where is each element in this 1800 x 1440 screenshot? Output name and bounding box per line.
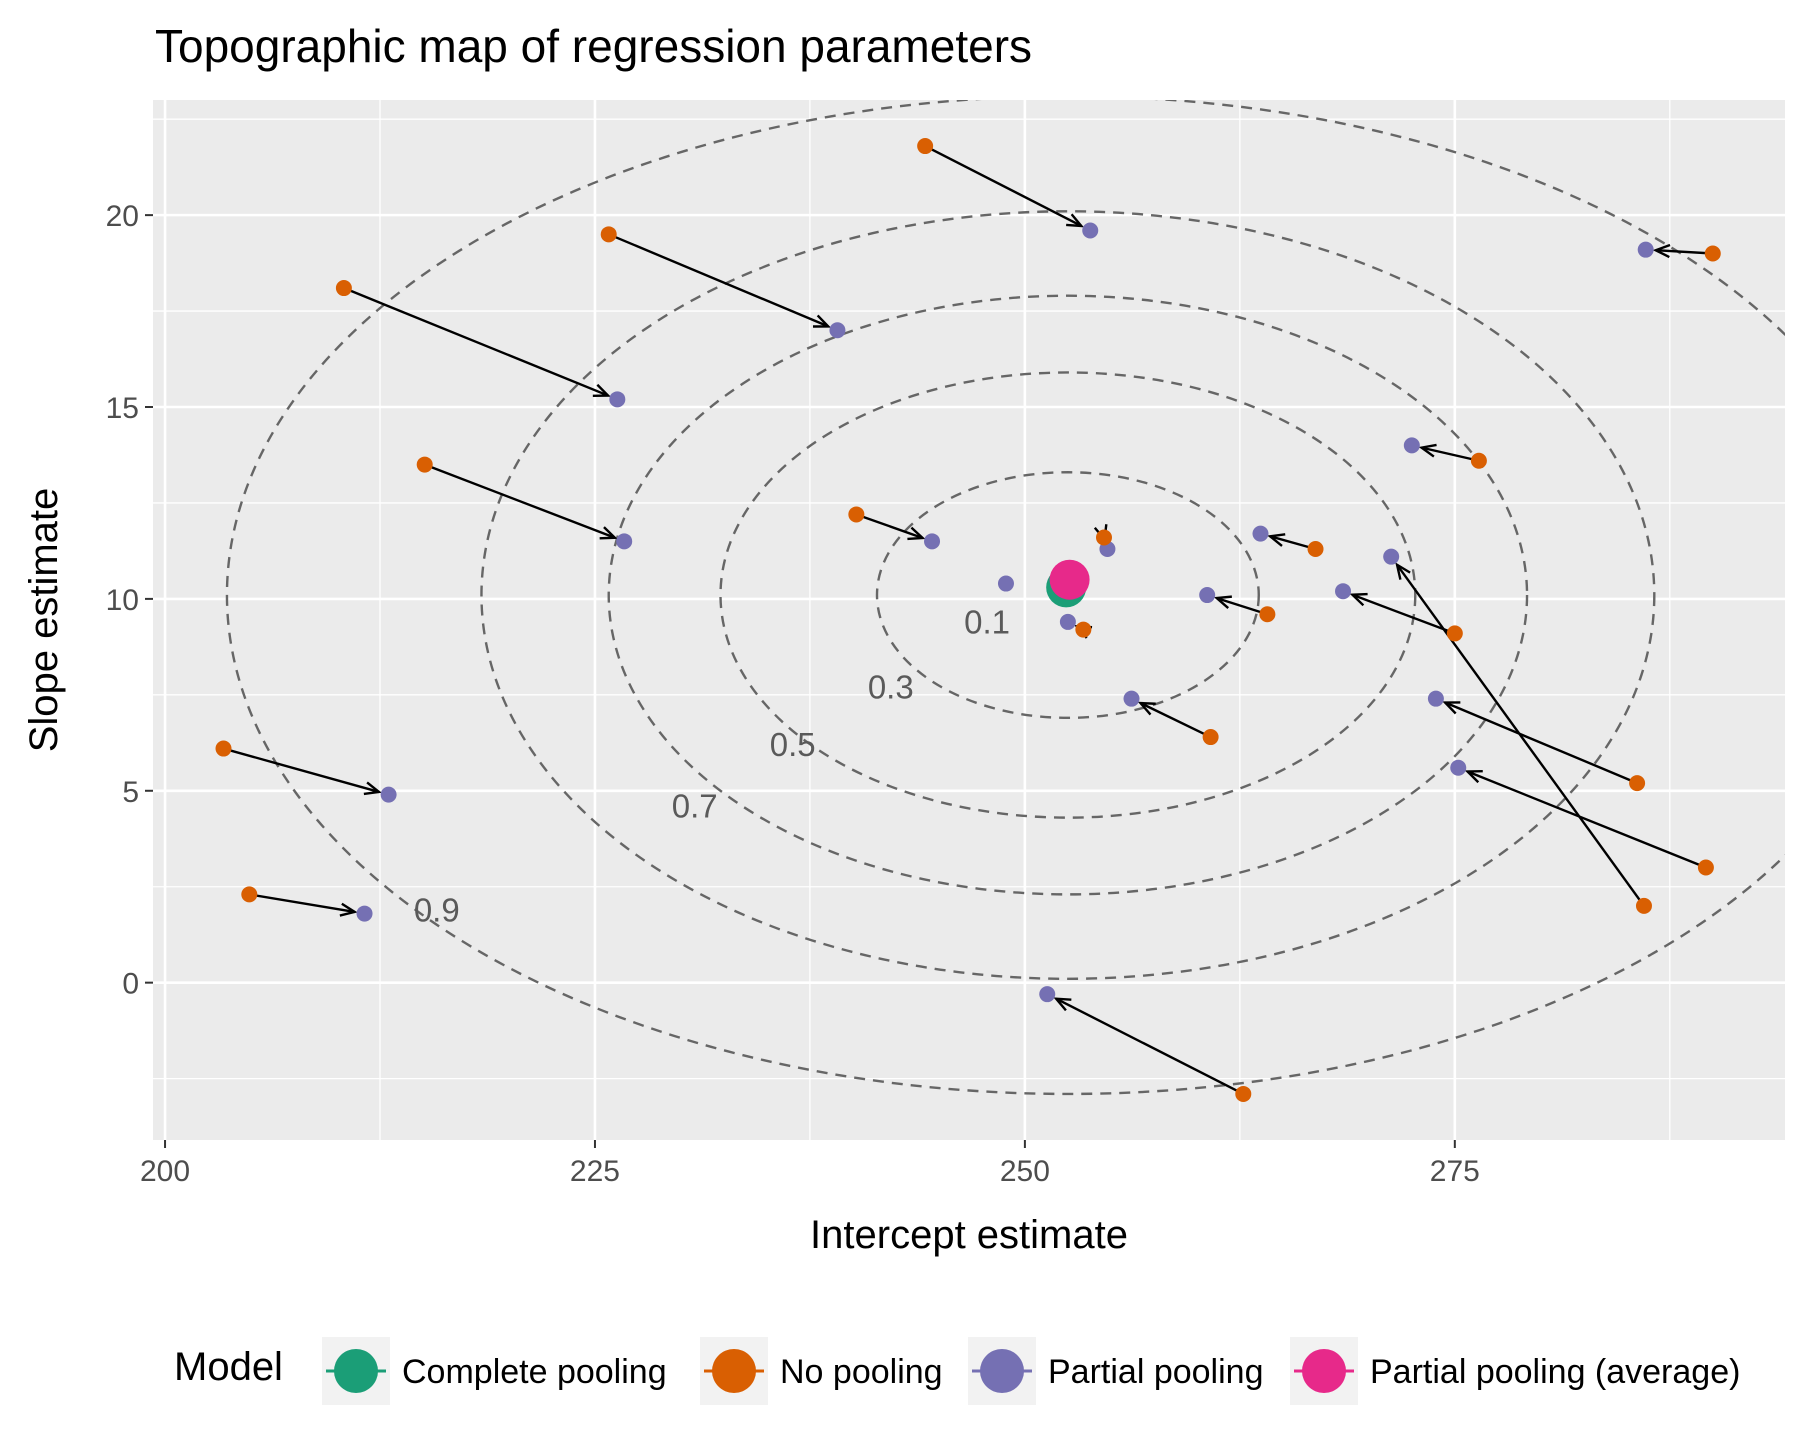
shrinkage-arrow — [343, 286, 611, 398]
partial-pooling-point — [1039, 986, 1056, 1003]
partial-pooling-point — [1335, 583, 1352, 600]
contour-0.9 — [226, 100, 1785, 1095]
no-pooling-point — [1446, 625, 1463, 642]
y-tick-label: 10 — [106, 584, 139, 617]
y-axis: 0 5 10 15 20 — [106, 200, 153, 1001]
legend-label-complete: Complete pooling — [402, 1353, 667, 1391]
no-pooling-point — [1470, 452, 1487, 469]
contour-label: 0.1 — [964, 603, 1010, 640]
legend-key-dot — [1302, 1349, 1346, 1393]
legend-key-dot — [712, 1349, 756, 1393]
x-tick-label: 200 — [140, 1155, 190, 1188]
data-points — [215, 138, 1721, 1102]
shrinkage-arrow — [1464, 769, 1707, 869]
shrinkage-arrow — [1652, 243, 1713, 259]
y-tick-label: 0 — [122, 968, 139, 1001]
y-tick-label: 5 — [122, 776, 139, 809]
contour-0.5 — [607, 294, 1529, 896]
x-axis: 200 225 250 275 — [140, 1140, 1480, 1188]
shrinkage-arrow — [1418, 443, 1480, 462]
no-pooling-point — [1704, 245, 1721, 262]
contour-0.7 — [480, 210, 1656, 981]
y-axis-title: Slope estimate — [22, 488, 66, 753]
no-pooling-point — [1235, 1085, 1252, 1102]
legend-key-dot — [334, 1349, 378, 1393]
shrinkage-arrow — [223, 747, 382, 796]
partial-pooling-point — [616, 533, 633, 550]
partial-pooling-point — [924, 533, 941, 550]
shrinkage-arrow — [924, 144, 1085, 228]
legend: Model Complete pooling No pooling Partial … — [174, 1337, 1740, 1405]
no-pooling-point — [215, 740, 232, 757]
partial-pooling-point — [997, 575, 1014, 592]
x-tick-label: 275 — [1430, 1155, 1480, 1188]
y-tick-label: 20 — [106, 200, 139, 233]
shrinkage-arrow — [608, 233, 832, 328]
legend-label-average: Partial pooling (average) — [1370, 1353, 1740, 1391]
partial-pooling-point — [1403, 437, 1420, 454]
shrinkage-arrow — [249, 893, 358, 917]
partial-pooling-point — [609, 391, 626, 408]
partial-pooling-point — [1450, 759, 1467, 776]
legend-label-partial: Partial pooling — [1048, 1353, 1263, 1391]
partial-pooling-point — [1252, 525, 1269, 542]
no-pooling-point — [917, 138, 934, 155]
shrinkage-arrow — [1053, 997, 1244, 1096]
partial-pooling-point — [1082, 222, 1099, 239]
no-pooling-point — [1635, 897, 1652, 914]
contour-layer — [226, 100, 1785, 1095]
partial-pooling-point — [1427, 690, 1444, 707]
partial-pooling-point — [380, 786, 397, 803]
x-tick-label: 250 — [1000, 1155, 1050, 1188]
no-pooling-point — [1095, 529, 1112, 546]
no-pooling-point — [1629, 775, 1646, 792]
shrinkage-arrows — [223, 144, 1713, 1096]
contour-label: 0.3 — [868, 669, 914, 706]
chart-title: Topographic map of regression parameters — [155, 20, 1032, 72]
partial-pooling-point — [829, 322, 846, 339]
no-pooling-point — [416, 456, 433, 473]
contour-labels: 0.1 0.3 0.5 0.7 0.9 — [414, 603, 1010, 928]
y-tick-label: 15 — [106, 392, 139, 425]
shrinkage-arrow — [1395, 562, 1645, 907]
legend-title: Model — [174, 1345, 283, 1389]
no-pooling-point — [1075, 621, 1092, 638]
no-pooling-point — [848, 506, 865, 523]
contour-label: 0.5 — [770, 726, 816, 763]
major-gridlines — [153, 100, 1785, 1140]
partial-pooling-point — [1123, 690, 1140, 707]
shrinkage-arrow — [855, 513, 926, 541]
no-pooling-point — [600, 226, 617, 243]
contour-0.1 — [875, 471, 1260, 720]
partial-pooling-average-point — [1049, 559, 1090, 600]
minor-gridlines — [153, 100, 1785, 1140]
x-tick-label: 225 — [570, 1155, 620, 1188]
shrinkage-arrow — [1442, 701, 1638, 785]
shrinkage-arrow — [1137, 701, 1212, 739]
contour-0.3 — [719, 371, 1417, 819]
no-pooling-point — [1307, 541, 1324, 558]
partial-pooling-point — [356, 905, 373, 922]
no-pooling-point — [1202, 729, 1219, 746]
x-axis-title: Intercept estimate — [810, 1213, 1128, 1257]
partial-pooling-point — [1637, 241, 1654, 258]
contour-label: 0.9 — [414, 891, 460, 928]
no-pooling-point — [1259, 606, 1276, 623]
legend-label-none: No pooling — [780, 1353, 943, 1391]
shrinkage-arrow — [424, 463, 618, 540]
shrinkage-arrow — [1349, 592, 1456, 635]
no-pooling-point — [335, 280, 352, 297]
contour-label: 0.7 — [672, 788, 718, 825]
partial-pooling-point — [1199, 587, 1216, 604]
partial-pooling-point — [1383, 548, 1400, 565]
legend-key-dot — [980, 1349, 1024, 1393]
shrinkage-arrow — [1213, 595, 1268, 616]
no-pooling-point — [1697, 859, 1714, 876]
partial-pooling-point — [1059, 613, 1076, 630]
no-pooling-point — [241, 886, 258, 903]
